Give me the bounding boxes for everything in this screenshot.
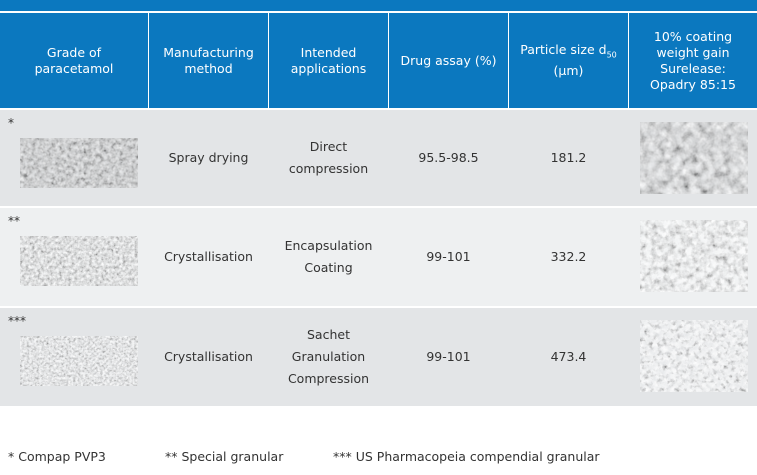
header-text: Grade of paracetamol	[34, 44, 114, 76]
header-cell: Intended applications	[269, 13, 388, 108]
application: Granulation	[291, 349, 366, 364]
application: Direct compression	[269, 136, 388, 180]
footnote: ** Special granular	[165, 449, 283, 464]
particle-size: 332.2	[550, 249, 587, 264]
footnote: *** US Pharmacopeia compendial granular	[333, 449, 600, 464]
title-bar	[0, 0, 757, 11]
cell: Spray drying	[149, 110, 268, 206]
header-text: Intended applications	[290, 44, 367, 76]
footnote: *** US Pharmacopeia compendial granular	[333, 449, 600, 464]
method: Crystallisation	[164, 249, 253, 264]
assay: 99-101	[426, 249, 471, 264]
particle-size: 473.4	[550, 349, 587, 364]
micrograph	[640, 220, 748, 292]
application: Sachet	[307, 327, 350, 342]
cell: Direct compression	[269, 110, 388, 206]
cell: 332.2	[509, 208, 628, 306]
cell: 181.2	[509, 110, 628, 206]
micrograph	[640, 320, 748, 392]
application: Sachet	[307, 324, 350, 346]
subscript: 50	[606, 50, 617, 60]
cell: Crystallisation	[149, 308, 268, 406]
footnote: * Compap PVP3	[8, 449, 106, 464]
method: Crystallisation	[164, 349, 253, 364]
application: Compression	[287, 371, 370, 386]
particle-size: 181.2	[550, 150, 587, 165]
micrograph	[20, 336, 138, 386]
header-cell: 10% coating weight gain Surelease: Opadr…	[629, 13, 757, 108]
header-text: Manufacturing method	[163, 44, 254, 76]
header-cell: Grade of paracetamol	[0, 13, 148, 108]
cell: 473.4	[509, 308, 628, 406]
footnote: ** Special granular	[165, 449, 284, 464]
header-text: (µm)	[553, 63, 584, 79]
micrograph	[20, 138, 138, 188]
application: Encapsulation	[284, 238, 373, 253]
header-text: Particle size d	[520, 41, 607, 57]
table-row: * Spray drying Direct compression 95.5-98.5…	[0, 110, 757, 206]
micrograph	[20, 236, 138, 286]
header-text: Drug assay (%)	[400, 52, 497, 68]
footnote: * Compap PVP3	[8, 449, 106, 464]
header-cell: Drug assay (%)	[389, 13, 508, 108]
cell: Crystallisation	[149, 208, 268, 306]
cell: 99-101	[389, 308, 508, 406]
method: Spray drying	[168, 150, 249, 165]
application: Coating	[304, 260, 353, 275]
application: Direct compression	[288, 139, 369, 176]
header-cell: Manufacturing method	[149, 13, 268, 108]
table-row: ** Crystallisation Encapsulation Coating 99-…	[0, 208, 757, 306]
row-mark: **	[8, 214, 20, 228]
cell: Sachet Granulation Compression	[269, 308, 388, 406]
application: Encapsulation	[285, 235, 373, 257]
micrograph	[640, 122, 748, 194]
row-mark: *	[8, 116, 14, 130]
cell: 99-101	[389, 208, 508, 306]
row-mark: **	[8, 214, 20, 228]
header-cell: Particle size d50 (µm)	[509, 13, 628, 108]
application: Granulation	[292, 346, 365, 368]
header-text: Particle size d50 (µm)	[519, 42, 618, 80]
application: Compression	[288, 368, 369, 390]
assay: 95.5-98.5	[418, 150, 479, 165]
row-mark: ***	[8, 314, 26, 328]
cell: 95.5-98.5	[389, 110, 508, 206]
header-text: 10% coating weight gain Surelease: Opadr…	[650, 28, 736, 92]
application: Coating	[304, 257, 352, 279]
table-row: *** Crystallisation Sachet Granulation Compr…	[0, 308, 757, 406]
assay: 99-101	[426, 349, 471, 364]
row-mark: *	[8, 116, 14, 130]
cell: Encapsulation Coating	[269, 208, 388, 306]
row-mark: ***	[8, 314, 26, 328]
